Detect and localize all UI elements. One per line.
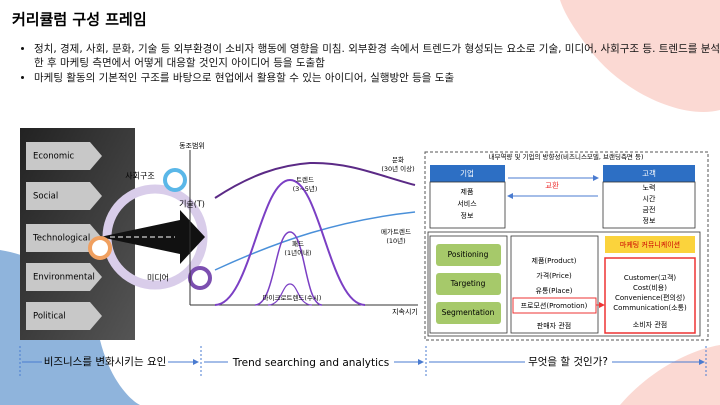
four-p-item: 유통(Place) <box>536 287 573 295</box>
arrow <box>26 302 102 330</box>
factor-label: Environmental <box>33 273 95 283</box>
four-c-item: Communication(소통) <box>613 304 687 312</box>
box-item: 시간 <box>643 194 656 203</box>
curve-label: (3~5년) <box>293 184 318 193</box>
box-title: 고객 <box>642 168 656 178</box>
exchange-label: 교환 <box>545 180 559 190</box>
four-p-item: 가격(Price) <box>536 271 572 280</box>
four-c-box <box>604 257 696 334</box>
factor-label: Social <box>33 192 58 202</box>
curve-label: 메가트렌드 <box>381 227 411 236</box>
circle-label: 미디어 <box>147 273 169 283</box>
stp-button <box>436 244 501 266</box>
frame <box>424 151 709 341</box>
four-c-item: Customer(고객) <box>624 273 677 282</box>
dot <box>188 266 212 290</box>
title: 커리큘럼 구성 프레임 <box>12 11 147 29</box>
bullet: 정치, 경제, 사회, 문화, 기술 등 외부환경이 소비자 행동에 영향을 미… <box>34 42 720 70</box>
arrow <box>26 263 102 291</box>
customer-header <box>603 165 695 182</box>
caption: 판매자 관점 <box>537 321 571 330</box>
four-p-item: 프로모션(Promotion) <box>521 301 588 310</box>
panel-header: 내부역량 및 기업의 방향성(비즈니스모델, 브랜딩측면 등) <box>488 152 643 161</box>
curve-label: 트렌드 <box>296 175 314 184</box>
four-p-box <box>510 235 599 334</box>
dot <box>163 168 187 192</box>
mega-curve <box>214 211 416 271</box>
box-item: 정보 <box>643 216 656 225</box>
curve-label: (30년 이상) <box>381 164 414 173</box>
bullet-list: 정치, 경제, 사회, 문화, 기술 등 외부환경이 소비자 행동에 영향을 미… <box>18 42 720 86</box>
factor-label: Technological <box>32 234 90 244</box>
caption: 소비자 관점 <box>633 320 667 329</box>
stp-button <box>436 273 501 295</box>
factor-label: Political <box>33 312 66 322</box>
arrow <box>26 182 102 210</box>
four-c-item: Convenience(편의성) <box>615 293 685 302</box>
footer-label: 무엇을 할 것인가? <box>528 356 608 368</box>
customer-box <box>602 181 696 229</box>
curve-label: 패드 <box>292 239 304 248</box>
stp-button <box>436 302 501 324</box>
arrow <box>26 224 102 252</box>
box-item: 제품 <box>461 188 474 196</box>
four-p-item: 제품(Product) <box>532 257 577 265</box>
bullet: 마케팅 활동의 기본적인 구조를 바탕으로 현업에서 활용할 수 있는 아이디어… <box>34 71 720 85</box>
axis-label: 지속시기 <box>392 307 418 316</box>
box-item: 노력 <box>643 184 656 192</box>
dot <box>88 236 112 260</box>
curve-label: 마이크로트렌드(수시) <box>263 293 322 302</box>
curve-label: (1년이내) <box>284 248 311 257</box>
box-item: 서비스 <box>457 199 477 208</box>
circle-label: 사회구조 <box>125 172 154 181</box>
footer-label: 비즈니스를 변화시키는 요인 <box>44 356 167 368</box>
factor-label: Economic <box>33 152 74 162</box>
curve-label: (10년) <box>386 236 405 245</box>
stp-label: Targeting <box>450 279 486 288</box>
factor-arrows <box>26 142 102 330</box>
fad-curve <box>254 231 323 306</box>
frame <box>427 231 701 337</box>
stp-label: Positioning <box>448 250 489 259</box>
four-c-item: Cost(비용) <box>633 283 667 292</box>
micro-curve <box>267 283 313 306</box>
circle-label: 기술(T) <box>179 199 205 209</box>
box-title: 기업 <box>460 169 474 178</box>
footer-label: Trend searching and analytics <box>232 357 390 369</box>
box-item: 금전 <box>643 205 656 214</box>
box-item: 정보 <box>461 211 474 220</box>
box-title: 마케팅 커뮤니케이션 <box>620 240 680 249</box>
company-box <box>429 181 506 229</box>
company-header <box>430 165 505 182</box>
bg-blob <box>620 345 720 405</box>
bg-blob <box>560 0 720 112</box>
trend-curve <box>214 178 366 306</box>
curve-label: 문화 <box>392 156 404 164</box>
four-c-header <box>605 236 695 253</box>
culture-curve <box>214 161 416 199</box>
axis-label: 동조범위 <box>179 141 205 150</box>
stp-label: Segmentation <box>442 308 495 317</box>
arrow <box>26 142 102 170</box>
